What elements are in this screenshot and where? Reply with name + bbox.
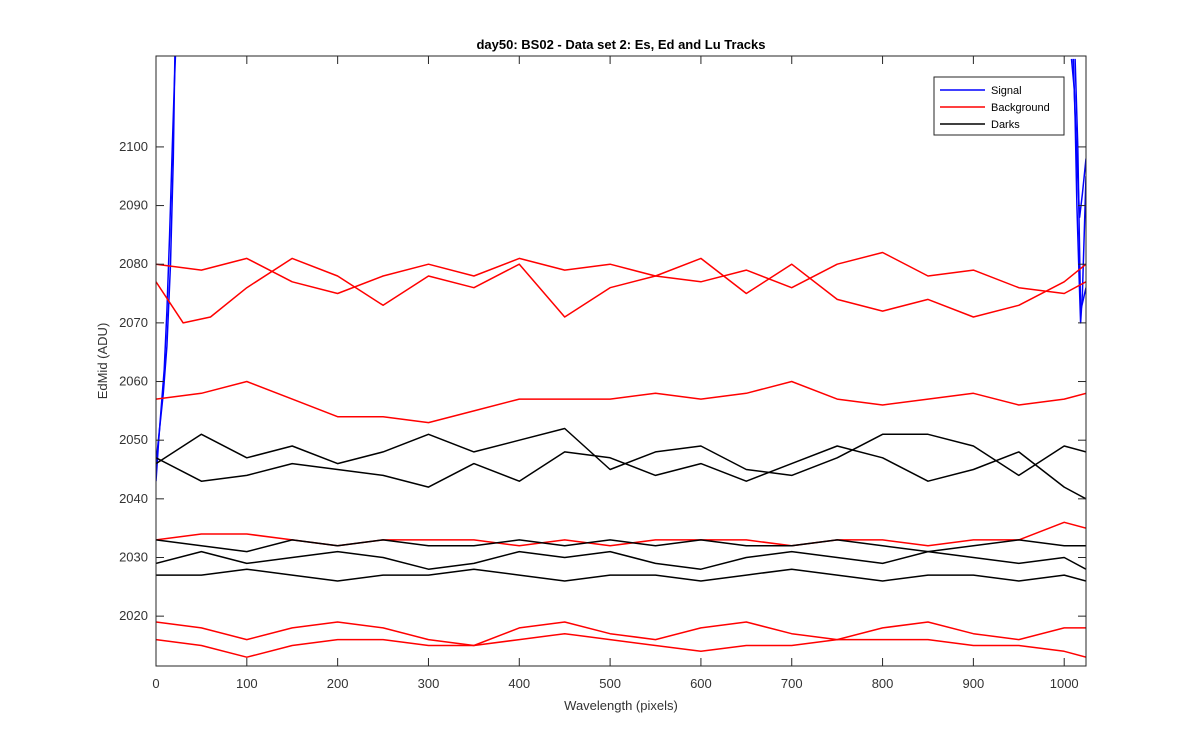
series-line-signal-1 xyxy=(156,56,176,464)
series-line-background-5 xyxy=(156,251,1086,295)
legend-box xyxy=(933,76,1065,136)
y-ticks: 2020 2030 2040 2050 2060 2070 2080 2090 2100 xyxy=(119,139,1086,623)
x-tick-label: 200 xyxy=(327,676,349,691)
x-tick-label: 900 xyxy=(963,676,985,691)
x-tick-label: 100 xyxy=(236,676,258,691)
series-line-darks-13 xyxy=(156,539,1086,553)
y-tick-label: 2100 xyxy=(119,139,148,154)
x-tick-label: 600 xyxy=(690,676,712,691)
y-tick-label: 2030 xyxy=(119,549,148,564)
y-tick-label: 2090 xyxy=(119,198,148,213)
series-line-darks-14 xyxy=(156,550,1086,570)
series-line-background-6 xyxy=(156,257,1086,324)
series-line-darks-15 xyxy=(156,568,1086,582)
x-axis-label: Wavelength (pixels) xyxy=(564,698,678,713)
x-tick-label: 800 xyxy=(872,676,894,691)
x-tick-label: 1000 xyxy=(1050,676,1079,691)
legend: Signal Background Darks xyxy=(933,76,1065,136)
axes-box xyxy=(155,55,1087,667)
series-layer xyxy=(156,56,1086,658)
legend-label-darks: Darks xyxy=(991,119,1020,131)
y-tick-label: 2040 xyxy=(119,491,148,506)
x-tick-label: 400 xyxy=(508,676,530,691)
legend-label-signal: Signal xyxy=(991,85,1022,97)
series-line-background-7 xyxy=(156,380,1086,424)
series-line-signal-4 xyxy=(1074,58,1086,312)
y-tick-label: 2070 xyxy=(119,315,148,330)
series-line-background-10 xyxy=(156,632,1086,658)
legend-label-background: Background xyxy=(991,102,1050,114)
y-tick-label: 2080 xyxy=(119,256,148,271)
y-tick-label: 2020 xyxy=(119,608,148,623)
plot-area xyxy=(156,56,1086,666)
series-line-background-9 xyxy=(156,621,1086,647)
y-tick-label: 2060 xyxy=(119,374,148,389)
chart-title: day50: BS02 - Data set 2: Es, Ed and Lu … xyxy=(476,37,765,52)
series-line-darks-12 xyxy=(156,445,1086,500)
y-axis-label: EdMid (ADU) xyxy=(95,323,110,400)
x-tick-label: 700 xyxy=(781,676,803,691)
x-tick-label: 500 xyxy=(599,676,621,691)
x-tick-label: 300 xyxy=(418,676,440,691)
series-line-darks-11 xyxy=(156,427,1086,477)
y-tick-label: 2050 xyxy=(119,432,148,447)
x-ticks: 0 100 200 300 400 500 600 700 800 900 1000 xyxy=(152,56,1079,691)
x-tick-label: 0 xyxy=(152,676,159,691)
